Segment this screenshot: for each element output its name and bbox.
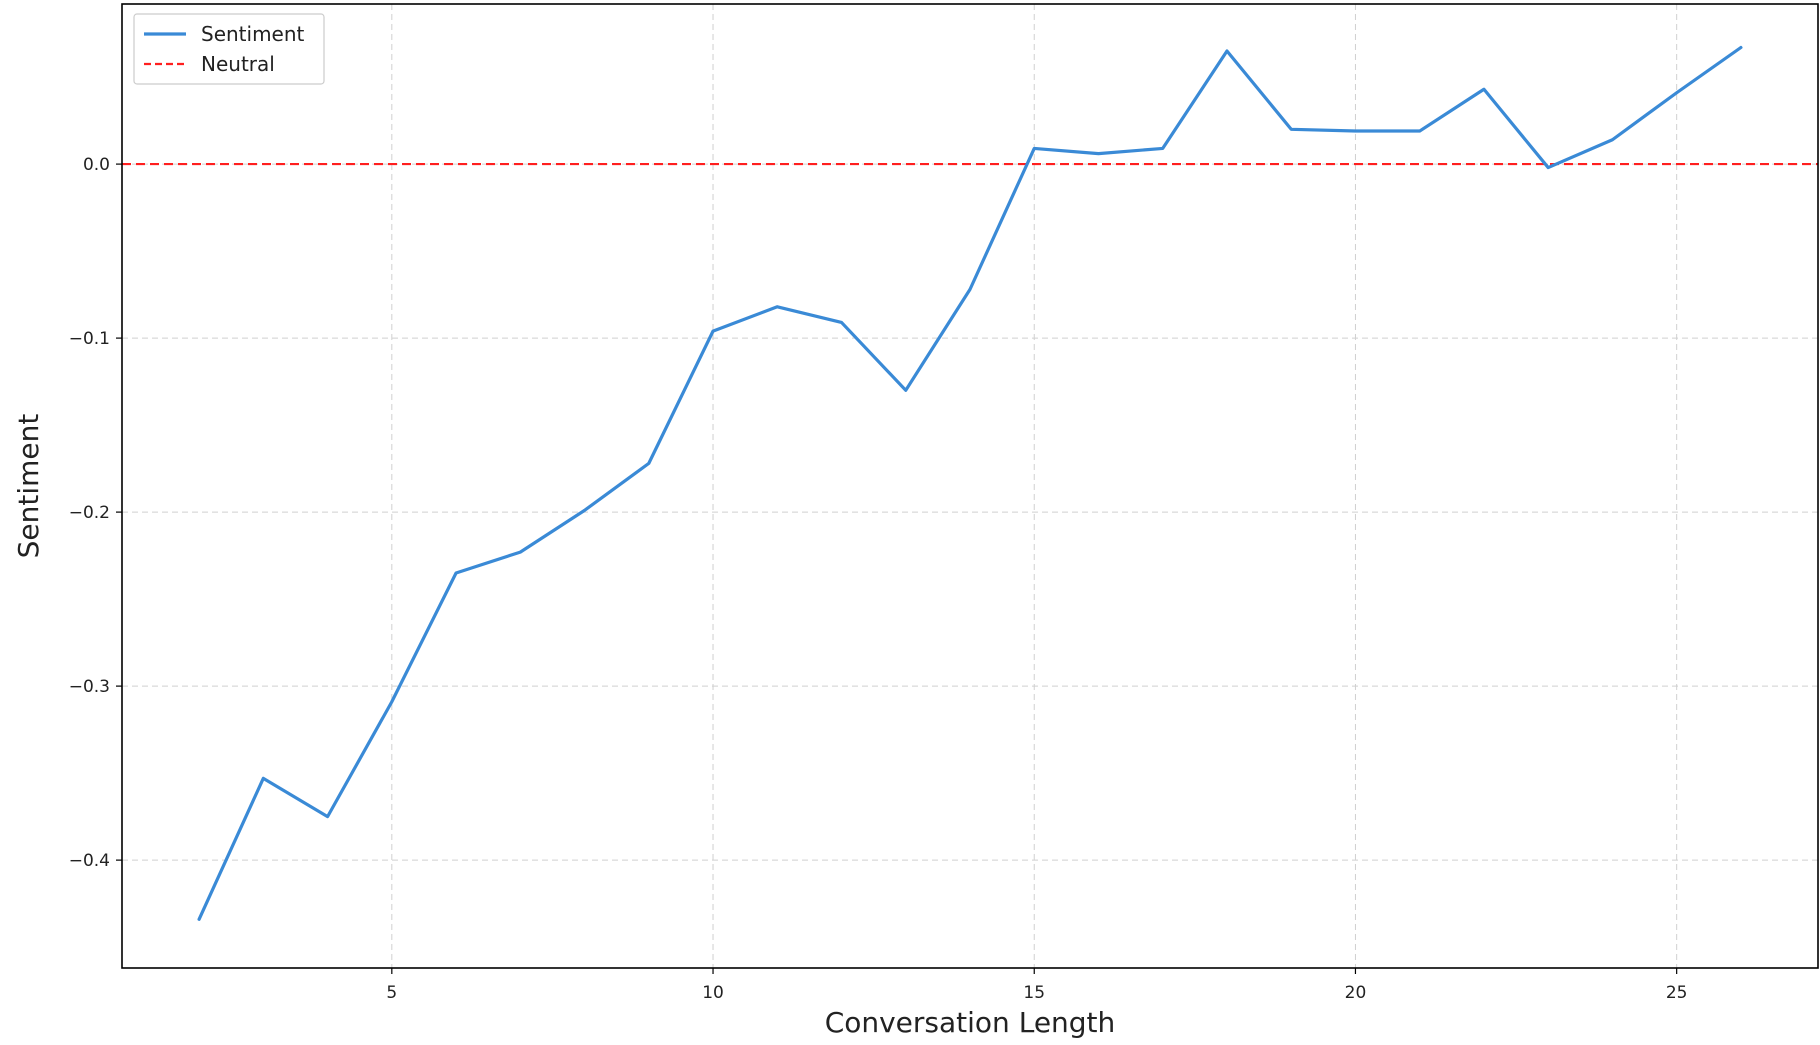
sentiment-data-point [197,917,201,921]
sentiment-data-point [711,329,715,333]
sentiment-data-point [1418,129,1422,133]
x-tick-label: 20 [1345,983,1367,1003]
x-tick-label: 5 [386,983,397,1003]
sentiment-data-point [840,320,844,324]
sentiment-data-point [454,571,458,575]
sentiment-data-point [518,550,522,554]
y-tick-label: −0.1 [69,329,110,349]
legend: Sentiment Neutral [134,14,324,84]
x-axis-title: Conversation Length [825,1006,1116,1039]
x-tick-label: 25 [1666,983,1688,1003]
sentiment-data-point [390,700,394,704]
legend-label-neutral: Neutral [201,52,275,76]
sentiment-data-point [968,287,972,291]
y-tick-label: 0.0 [83,155,110,175]
sentiment-data-point [261,776,265,780]
x-tick-label: 15 [1023,983,1045,1003]
y-tick-label: −0.2 [69,503,110,523]
sentiment-data-point [1032,146,1036,150]
x-tick-label: 10 [702,983,724,1003]
sentiment-data-point [1482,87,1486,91]
sentiment-data-point [1353,129,1357,133]
sentiment-data-point [1161,146,1165,150]
sentiment-data-point [1289,127,1293,131]
sentiment-data-point [1675,91,1679,95]
sentiment-data-point [326,815,330,819]
sentiment-data-point [775,305,779,309]
sentiment-data-point [583,508,587,512]
y-tick-label: −0.4 [69,851,110,871]
sentiment-data-point [1610,138,1614,142]
y-tick-label: −0.3 [69,677,110,697]
sentiment-data-point [1096,152,1100,156]
y-axis-title: Sentiment [12,414,45,559]
sentiment-data-point [1225,49,1229,53]
sentiment-data-point [647,461,651,465]
sentiment-data-point [904,388,908,392]
legend-label-sentiment: Sentiment [201,22,305,46]
sentiment-data-point [1546,166,1550,170]
sentiment-data-point [1739,46,1743,50]
